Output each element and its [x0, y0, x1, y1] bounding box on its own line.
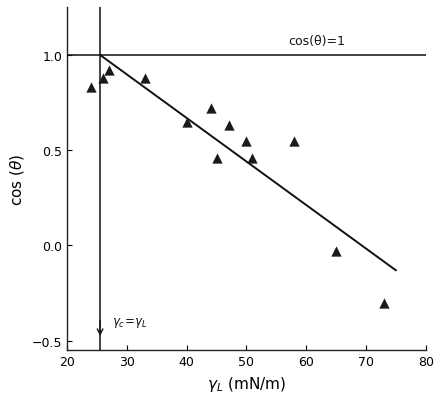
Point [291, 138, 298, 144]
Y-axis label: cos ($\theta$): cos ($\theta$) [8, 153, 27, 205]
Point [225, 123, 232, 130]
Point [243, 138, 250, 144]
Point [141, 75, 149, 82]
Point [99, 75, 107, 82]
Point [380, 300, 387, 306]
Text: cos(θ)=1: cos(θ)=1 [288, 34, 345, 47]
Text: $\gamma_c\!=\!\gamma_L$: $\gamma_c\!=\!\gamma_L$ [112, 315, 148, 329]
X-axis label: $\gamma_L$ (mN/m): $\gamma_L$ (mN/m) [207, 374, 286, 393]
Point [88, 85, 95, 91]
Point [183, 119, 190, 126]
Point [213, 155, 220, 162]
Point [207, 106, 214, 112]
Point [106, 68, 113, 74]
Point [249, 155, 256, 162]
Point [332, 248, 339, 255]
